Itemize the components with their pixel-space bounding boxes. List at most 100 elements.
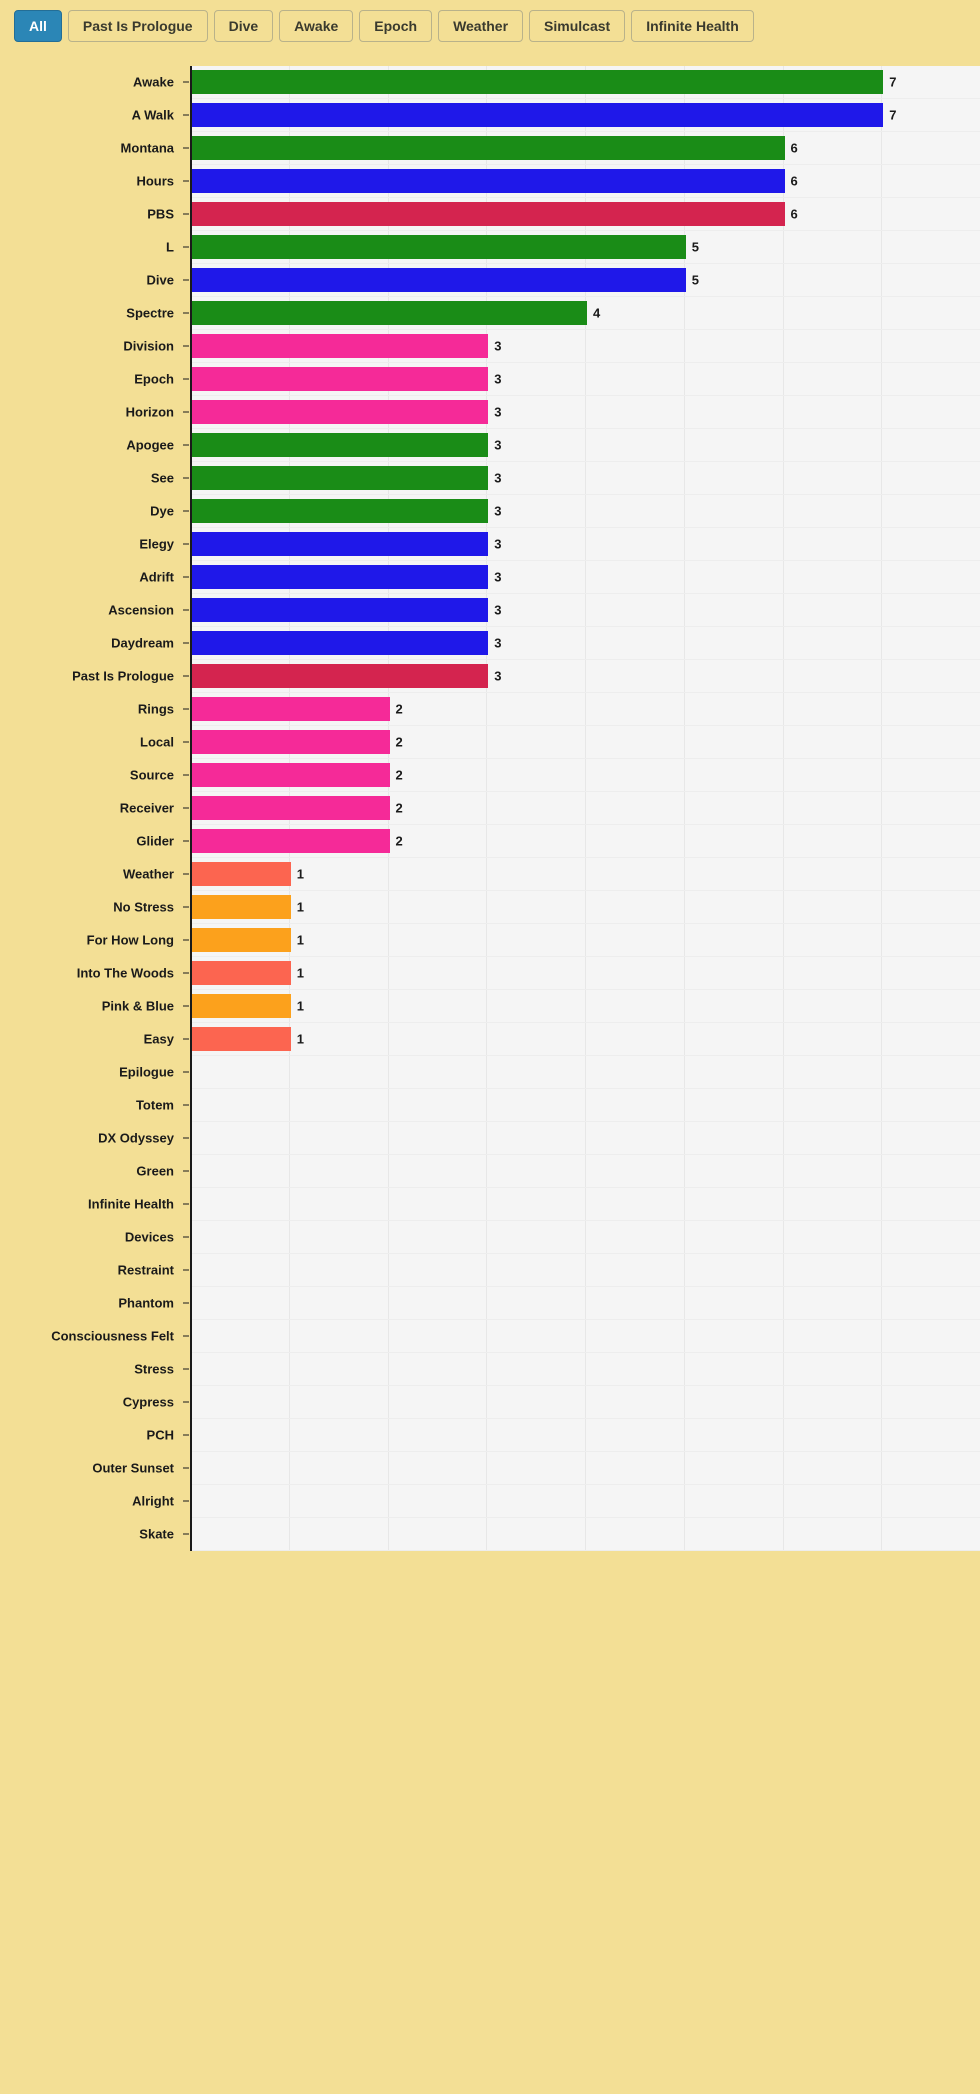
bar[interactable]: 1 [192, 928, 291, 952]
y-axis-tick [183, 577, 189, 578]
y-axis-tick [183, 280, 189, 281]
bar-value-label: 1 [297, 900, 304, 915]
bar[interactable]: 2 [192, 763, 390, 787]
chart-row: See3 [190, 462, 980, 495]
bar[interactable]: 3 [192, 631, 488, 655]
tab-past-is-prologue[interactable]: Past Is Prologue [68, 10, 208, 42]
bar-value-label: 6 [791, 141, 798, 156]
y-axis-label: Horizon [0, 405, 180, 420]
chart-row: Easy1 [190, 1023, 980, 1056]
tab-weather[interactable]: Weather [438, 10, 523, 42]
bar[interactable]: 7 [192, 70, 883, 94]
y-axis-label: Devices [0, 1230, 180, 1245]
bar[interactable]: 3 [192, 565, 488, 589]
y-axis-tick [183, 346, 189, 347]
bar[interactable]: 3 [192, 598, 488, 622]
y-axis-label: Awake [0, 75, 180, 90]
bar[interactable]: 3 [192, 466, 488, 490]
y-axis-tick [183, 115, 189, 116]
chart-row: Daydream3 [190, 627, 980, 660]
y-axis-tick [183, 1039, 189, 1040]
y-axis-tick [183, 1303, 189, 1304]
chart-row: Alright [190, 1485, 980, 1518]
bar[interactable]: 6 [192, 169, 785, 193]
bar[interactable]: 1 [192, 961, 291, 985]
y-axis-label: Hours [0, 174, 180, 189]
chart-row: PCH [190, 1419, 980, 1452]
tab-awake[interactable]: Awake [279, 10, 353, 42]
bar[interactable]: 6 [192, 136, 785, 160]
y-axis-label: Into The Woods [0, 966, 180, 981]
bar-value-label: 5 [692, 240, 699, 255]
y-axis-label: See [0, 471, 180, 486]
y-axis-tick [183, 82, 189, 83]
bar[interactable]: 3 [192, 400, 488, 424]
y-axis-label: Montana [0, 141, 180, 156]
y-axis-tick [183, 1105, 189, 1106]
y-axis-tick [183, 1072, 189, 1073]
y-axis-tick [183, 412, 189, 413]
tab-dive[interactable]: Dive [214, 10, 274, 42]
bar[interactable]: 2 [192, 796, 390, 820]
bar[interactable]: 2 [192, 697, 390, 721]
y-axis-tick [183, 742, 189, 743]
y-axis-label: Infinite Health [0, 1197, 180, 1212]
y-axis-label: Cypress [0, 1395, 180, 1410]
y-axis-label: Restraint [0, 1263, 180, 1278]
chart-row: For How Long1 [190, 924, 980, 957]
bar[interactable]: 1 [192, 1027, 291, 1051]
y-axis-label: Rings [0, 702, 180, 717]
y-axis-tick [183, 379, 189, 380]
bar[interactable]: 3 [192, 664, 488, 688]
y-axis-label: Easy [0, 1032, 180, 1047]
chart-row: Phantom [190, 1287, 980, 1320]
bar-value-label: 3 [494, 339, 501, 354]
y-axis-tick [183, 808, 189, 809]
y-axis-label: Glider [0, 834, 180, 849]
bar[interactable]: 6 [192, 202, 785, 226]
tab-epoch[interactable]: Epoch [359, 10, 432, 42]
y-axis-label: Alright [0, 1494, 180, 1509]
tab-all[interactable]: All [14, 10, 62, 42]
tab-simulcast[interactable]: Simulcast [529, 10, 625, 42]
chart-row: No Stress1 [190, 891, 980, 924]
tabs-bar: AllPast Is PrologueDiveAwakeEpochWeather… [0, 0, 980, 52]
y-axis-tick [183, 511, 189, 512]
y-axis-label: Consciousness Felt [0, 1329, 180, 1344]
chart-row: Totem [190, 1089, 980, 1122]
y-axis-tick [183, 247, 189, 248]
y-axis-tick [183, 214, 189, 215]
bar-value-label: 1 [297, 1032, 304, 1047]
y-axis-tick [183, 973, 189, 974]
y-axis-tick [183, 775, 189, 776]
y-axis-tick [183, 1501, 189, 1502]
bar[interactable]: 3 [192, 334, 488, 358]
bar[interactable]: 2 [192, 829, 390, 853]
bar[interactable]: 3 [192, 499, 488, 523]
bar[interactable]: 1 [192, 994, 291, 1018]
y-axis-label: Pink & Blue [0, 999, 180, 1014]
y-axis-label: PCH [0, 1428, 180, 1443]
y-axis-label: Daydream [0, 636, 180, 651]
bar[interactable]: 3 [192, 433, 488, 457]
tab-infinite-health[interactable]: Infinite Health [631, 10, 754, 42]
bar[interactable]: 2 [192, 730, 390, 754]
y-axis-label: Elegy [0, 537, 180, 552]
y-axis-label: Epoch [0, 372, 180, 387]
y-axis-tick [183, 478, 189, 479]
y-axis-tick [183, 1138, 189, 1139]
bar[interactable]: 1 [192, 895, 291, 919]
bar[interactable]: 3 [192, 367, 488, 391]
chart-row: Elegy3 [190, 528, 980, 561]
bar[interactable]: 4 [192, 301, 587, 325]
y-axis-label: Source [0, 768, 180, 783]
bar[interactable]: 1 [192, 862, 291, 886]
bar-value-label: 2 [396, 768, 403, 783]
bar[interactable]: 3 [192, 532, 488, 556]
y-axis-tick [183, 643, 189, 644]
bar[interactable]: 7 [192, 103, 883, 127]
chart-row: Awake7 [190, 66, 980, 99]
y-axis-label: DX Odyssey [0, 1131, 180, 1146]
bar[interactable]: 5 [192, 235, 686, 259]
bar[interactable]: 5 [192, 268, 686, 292]
